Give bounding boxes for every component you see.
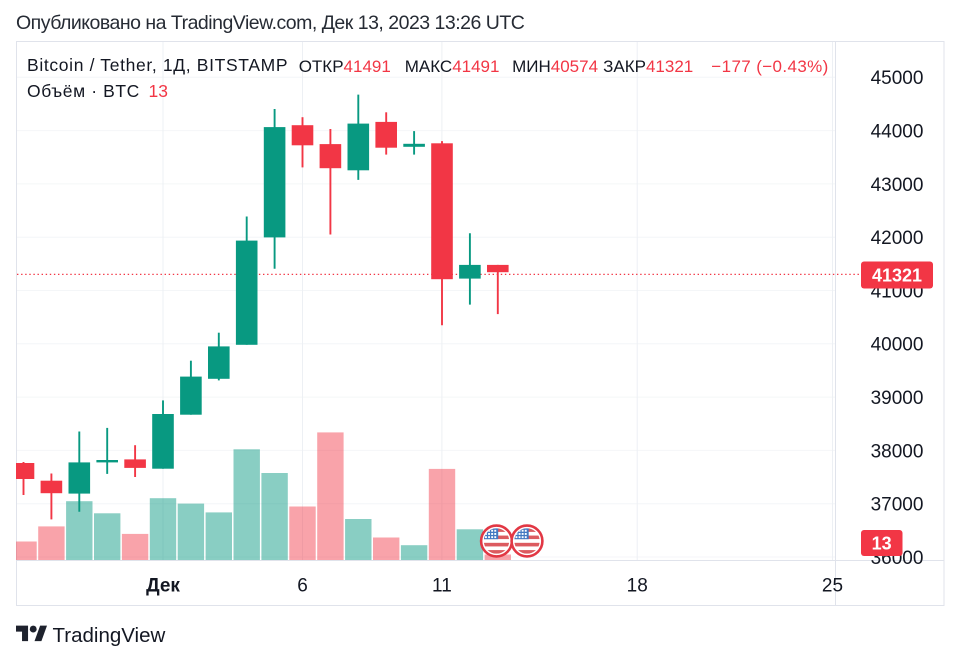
svg-text:Дек: Дек <box>146 576 180 597</box>
svg-text:11: 11 <box>432 576 452 597</box>
svg-text:6: 6 <box>297 576 308 597</box>
svg-text:41321: 41321 <box>872 266 922 286</box>
svg-text:44000: 44000 <box>871 122 924 143</box>
svg-text:18: 18 <box>627 576 648 597</box>
svg-text:39000: 39000 <box>871 388 924 409</box>
svg-text:13: 13 <box>872 534 892 554</box>
svg-text:43000: 43000 <box>871 175 924 196</box>
svg-text:40000: 40000 <box>871 335 924 356</box>
svg-text:37000: 37000 <box>871 495 924 516</box>
svg-text:45000: 45000 <box>871 68 924 89</box>
svg-text:42000: 42000 <box>871 228 924 249</box>
svg-text:38000: 38000 <box>871 441 924 462</box>
svg-text:25: 25 <box>822 576 843 597</box>
